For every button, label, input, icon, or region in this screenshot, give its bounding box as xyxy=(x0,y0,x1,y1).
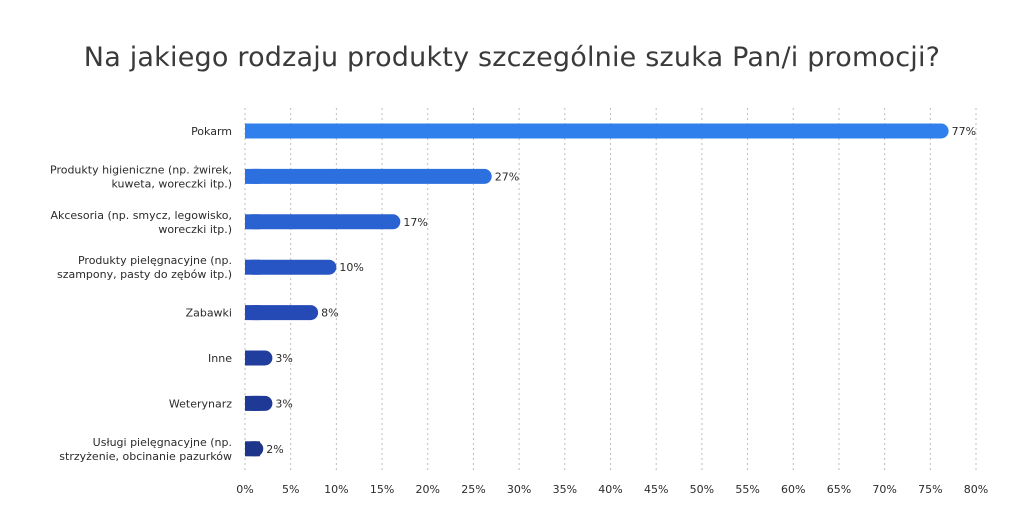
value-label: 17% xyxy=(403,216,427,229)
category-label-line: kuweta, woreczki itp.) xyxy=(112,177,232,190)
chart-title: Na jakiego rodzaju produkty szczególnie … xyxy=(83,42,941,73)
bar-base xyxy=(245,350,260,366)
category-label: Weterynarz xyxy=(169,397,232,410)
value-label: 2% xyxy=(266,443,283,456)
category-label-line: Akcesoria (np. smycz, legowisko, xyxy=(50,209,232,222)
category-labels: Pokarm Produkty higieniczne (np. żwirek, k… xyxy=(50,125,232,463)
bar-base xyxy=(245,441,260,457)
x-tick-label: 40% xyxy=(598,483,622,496)
x-tick-label: 10% xyxy=(324,483,348,496)
category-label: Pokarm xyxy=(191,125,232,138)
x-tick-label: 70% xyxy=(872,483,896,496)
bar-base xyxy=(245,123,260,139)
category-label: Usługi pielęgnacyjne (np. strzyżenie, obc… xyxy=(59,436,232,463)
bar xyxy=(245,305,319,321)
value-label: 8% xyxy=(321,307,338,320)
category-label-line: Zabawki xyxy=(186,307,232,320)
x-tick-label: 5% xyxy=(282,483,299,496)
bar-base xyxy=(245,214,260,230)
value-label: 3% xyxy=(275,352,292,365)
category-label: Akcesoria (np. smycz, legowisko, woreczki… xyxy=(50,209,232,236)
x-tick-label: 65% xyxy=(827,483,851,496)
x-tick-label: 20% xyxy=(416,483,440,496)
bar xyxy=(245,259,337,275)
value-label: 3% xyxy=(275,397,292,410)
x-tick-label: 35% xyxy=(553,483,577,496)
bars xyxy=(245,123,949,457)
category-label-line: strzyżenie, obcinanie pazurków xyxy=(59,450,232,463)
bar-base xyxy=(245,168,260,184)
grid-lines xyxy=(244,108,977,470)
bar-base xyxy=(245,395,260,411)
value-label: 10% xyxy=(339,261,363,274)
x-tick-label: 80% xyxy=(964,483,988,496)
category-label-line: Produkty pielęgnacyjne (np. xyxy=(78,254,232,267)
x-tick-label: 15% xyxy=(370,483,394,496)
category-label-line: Weterynarz xyxy=(169,397,232,410)
value-label: 77% xyxy=(952,125,976,138)
category-label-line: woreczki itp.) xyxy=(158,223,232,236)
category-label-line: Pokarm xyxy=(191,125,232,138)
category-label-line: Inne xyxy=(208,352,232,365)
category-label-line: szampony, pasty do zębów itp.) xyxy=(57,268,232,281)
category-label-line: Usługi pielęgnacyjne (np. xyxy=(93,436,232,449)
bar xyxy=(245,214,401,230)
category-label: Inne xyxy=(208,352,232,365)
value-label: 27% xyxy=(495,170,519,183)
category-label: Produkty pielęgnacyjne (np. szampony, pas… xyxy=(57,254,232,281)
category-label: Produkty higieniczne (np. żwirek, kuweta,… xyxy=(50,163,232,190)
category-label: Zabawki xyxy=(186,307,232,320)
bar xyxy=(245,168,492,184)
x-tick-label: 75% xyxy=(918,483,942,496)
x-tick-label: 25% xyxy=(461,483,485,496)
x-tick-label: 0% xyxy=(236,483,253,496)
x-tick-label: 60% xyxy=(781,483,805,496)
x-tick-label: 45% xyxy=(644,483,668,496)
bar-base xyxy=(245,305,260,321)
bar xyxy=(245,123,949,139)
category-label-line: Produkty higieniczne (np. żwirek, xyxy=(50,163,232,176)
x-tick-label: 55% xyxy=(735,483,759,496)
x-tick-label: 30% xyxy=(507,483,531,496)
value-labels: 77% 27% 17% 10% 8% 3% 3% 2% xyxy=(266,125,976,456)
bar-base xyxy=(245,259,260,275)
x-tick-label: 50% xyxy=(690,483,714,496)
x-axis-ticks: 0% 5% 10% 15% 20% 25% 30% 35% 40% 45% 50% 55% 60% 65%… xyxy=(236,483,988,496)
